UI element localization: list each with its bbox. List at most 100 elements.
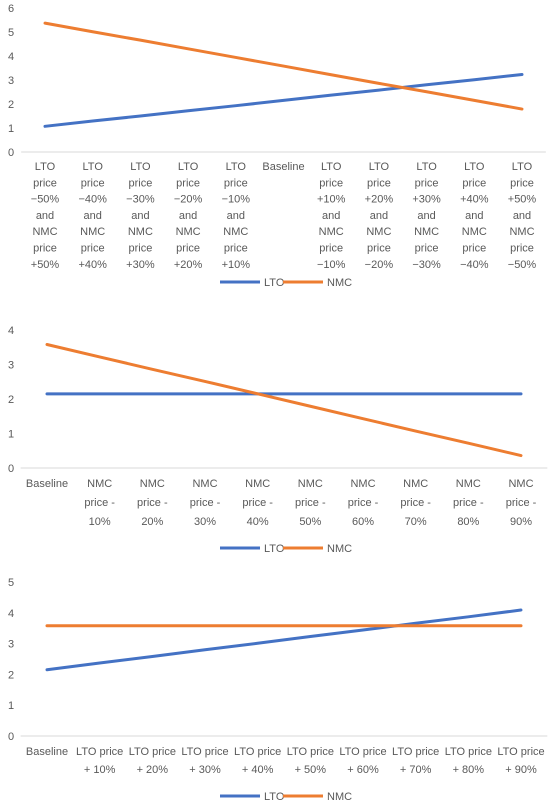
x-tick-label-line: LTO price xyxy=(445,746,492,758)
y-tick-label: 5 xyxy=(8,577,14,589)
x-tick-label-line: and xyxy=(465,210,483,222)
x-tick-label-line: NMC xyxy=(128,226,153,238)
x-tick-label-line: NMC xyxy=(366,226,391,238)
x-tick-label-line: +20% xyxy=(174,259,203,271)
legend-label-lto: LTO xyxy=(264,543,285,555)
x-tick-label-line: + 80% xyxy=(453,764,485,776)
x-tick-label: NMC price - 10% xyxy=(84,478,115,528)
y-tick-label: 2 xyxy=(8,394,14,406)
x-tick-label-line: LTO price xyxy=(234,746,281,758)
x-tick-label-line: 20% xyxy=(141,516,163,528)
x-tick-label-line: NMC xyxy=(462,226,487,238)
x-tick-label-line: LTO xyxy=(130,161,151,173)
x-tick-label-line: and xyxy=(417,210,435,222)
x-tick-label-line: LTO xyxy=(83,161,104,173)
y-tick-label: 1 xyxy=(8,700,14,712)
x-tick-label-line: price - xyxy=(348,497,379,509)
x-tick-label-line: NMC xyxy=(456,478,481,490)
series-line-nmc xyxy=(43,21,524,111)
x-tick-label-line: + 90% xyxy=(505,764,537,776)
x-tick-label-line: LTO xyxy=(369,161,390,173)
x-tick-label-line: +40% xyxy=(460,194,489,206)
x-tick-label: LTO price −10% and NMC price +10% xyxy=(222,161,251,271)
x-tick-label-line: NMC xyxy=(508,478,533,490)
x-tick-label-line: price xyxy=(415,177,439,189)
x-tick-label: NMC price - 50% xyxy=(295,478,326,528)
x-tick-label-line: price xyxy=(367,243,391,255)
x-tick-label: LTO price + 70% xyxy=(392,746,439,776)
x-tick-label-line: +50% xyxy=(508,194,537,206)
x-tick-label-line: −40% xyxy=(78,194,107,206)
x-tick-label: LTO price +50% and NMC price −50% xyxy=(508,161,537,271)
x-tick-label-line: NMC xyxy=(403,478,428,490)
y-tick-label: 4 xyxy=(8,325,14,337)
x-tick-label-line: LTO xyxy=(178,161,199,173)
x-tick-label-line: +10% xyxy=(317,194,346,206)
x-tick-label-line: price xyxy=(81,177,105,189)
x-tick-label-line: LTO xyxy=(226,161,247,173)
x-tick-label-line: NMC xyxy=(414,226,439,238)
x-tick-label-line: NMC xyxy=(223,226,248,238)
x-tick-label-line: 60% xyxy=(352,516,374,528)
x-tick-label-line: NMC xyxy=(87,478,112,490)
legend-label-nmc: NMC xyxy=(327,543,352,555)
x-tick-label-line: −40% xyxy=(460,259,489,271)
x-tick-label-line: price xyxy=(462,243,486,255)
x-tick-label-line: price xyxy=(128,243,152,255)
x-tick-label: LTO price +40% and NMC price −40% xyxy=(460,161,489,271)
x-tick-label-line: price xyxy=(224,243,248,255)
x-tick-label-line: price - xyxy=(84,497,115,509)
x-tick-label-line: 10% xyxy=(89,516,111,528)
x-tick-label-line: price xyxy=(510,177,534,189)
y-tick-label: 2 xyxy=(8,669,14,681)
x-tick-label-line: price xyxy=(33,177,57,189)
x-tick-label-line: price xyxy=(176,177,200,189)
x-tick-label-line: and xyxy=(513,210,531,222)
x-tick-label-line: LTO price xyxy=(181,746,228,758)
x-tick-label: NMC price - 90% xyxy=(506,478,537,528)
x-tick-label-line: and xyxy=(84,210,102,222)
x-tick-label: NMC price - 20% xyxy=(137,478,168,528)
x-tick-label: LTO price + 10% xyxy=(76,746,123,776)
y-tick-label: 3 xyxy=(8,75,14,87)
x-tick-label-line: + 60% xyxy=(347,764,379,776)
x-tick-label-line: −10% xyxy=(222,194,251,206)
x-tick-label-line: Baseline xyxy=(26,746,68,758)
x-tick-label: NMC price - 80% xyxy=(453,478,484,528)
x-tick-label-line: LTO xyxy=(321,161,342,173)
x-tick-label-line: NMC xyxy=(176,226,201,238)
x-tick-label: LTO price + 80% xyxy=(445,746,492,776)
x-tick-label-line: Baseline xyxy=(262,161,304,173)
x-tick-label-line: −50% xyxy=(508,259,537,271)
x-tick-label-line: +50% xyxy=(31,259,60,271)
y-tick-label: 5 xyxy=(8,27,14,39)
x-tick-label-line: −30% xyxy=(126,194,155,206)
x-tick-label-line: +30% xyxy=(126,259,155,271)
x-tick-label-line: 80% xyxy=(457,516,479,528)
x-tick-label-line: price xyxy=(319,243,343,255)
x-tick-label-line: and xyxy=(179,210,197,222)
x-tick-label-line: NMC xyxy=(32,226,57,238)
x-tick-label-line: NMC xyxy=(245,478,270,490)
x-tick-label: NMC price - 40% xyxy=(242,478,273,528)
x-tick-label-line: 40% xyxy=(247,516,269,528)
y-tick-label: 0 xyxy=(8,463,14,475)
series-line-nmc xyxy=(45,342,523,458)
x-tick-label-line: LTO price xyxy=(76,746,123,758)
x-tick-label-line: NMC xyxy=(350,478,375,490)
y-tick-label: 1 xyxy=(8,123,14,135)
x-tick-label-line: and xyxy=(36,210,54,222)
x-tick-label-line: price - xyxy=(295,497,326,509)
x-tick-label-line: price - xyxy=(453,497,484,509)
x-tick-label-line: +10% xyxy=(222,259,251,271)
x-tick-label-line: + 50% xyxy=(295,764,327,776)
x-tick-label-line: 90% xyxy=(510,516,532,528)
x-tick-label-line: Baseline xyxy=(26,478,68,490)
x-tick-label-line: + 70% xyxy=(400,764,432,776)
y-tick-label: 4 xyxy=(8,608,14,620)
x-tick-label: Baseline xyxy=(26,478,68,490)
x-tick-label-line: price xyxy=(33,243,57,255)
x-tick-label-line: LTO xyxy=(416,161,437,173)
